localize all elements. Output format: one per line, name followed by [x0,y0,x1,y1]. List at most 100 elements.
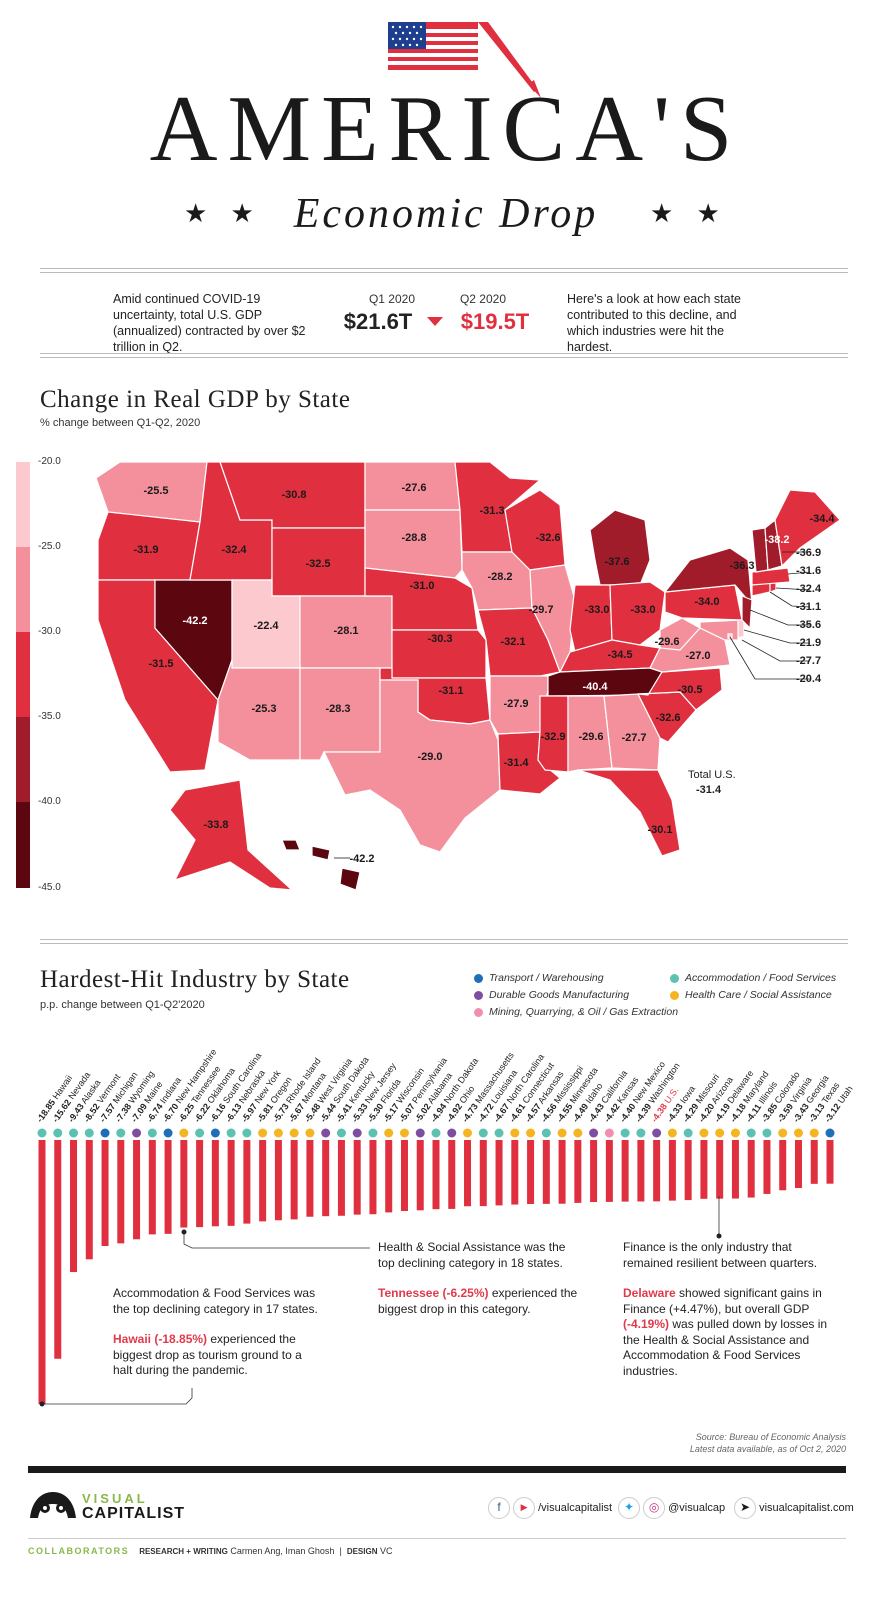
website-text[interactable]: visualcapitalist.com [759,1501,854,1514]
bar-rhode-island [274,1140,282,1221]
q2-value: $19.5T [460,309,530,334]
latest-data-text: Latest data available, as of Oct 2, 2020 [689,1444,846,1454]
industry-dot [116,1128,126,1138]
label-tn: -40.4 [582,681,608,693]
state-dc [727,633,733,639]
annotation-lines [39,1196,722,1407]
state-hi [311,845,331,861]
legend-label: Durable Goods Manufacturing [489,989,630,1001]
label-hi: -42.2 [349,853,374,865]
divider-top [40,268,848,273]
scale-band [16,632,30,717]
state-fl [577,769,681,857]
subtitle: Economic Drop [293,191,599,237]
industry-dot [683,1128,693,1138]
industry-dot [69,1128,79,1138]
scale-tick: -25.0 [38,541,61,552]
label-il: -29.7 [528,604,553,616]
legend-health: Health Care / Social Assistance [670,989,832,1001]
bar-delaware [716,1140,724,1199]
state-ny [663,547,753,607]
legend-label: Transport / Warehousing [489,972,604,984]
bar-montana [290,1140,298,1220]
label-oh: -33.0 [630,604,655,616]
bar-new-jersey [353,1140,361,1215]
ne-callout: -27.7 [796,655,822,667]
industry-dot [494,1128,504,1138]
label-ne: -31.0 [409,580,434,592]
industry-dot [463,1128,473,1138]
bar-west-virginia [306,1140,314,1217]
total-us-label: Total U.S. [688,769,736,781]
label-nd: -27.6 [401,482,426,494]
industry-dot [762,1128,772,1138]
twitter-icon[interactable]: ✦ [618,1497,640,1519]
separator: | [339,1546,342,1556]
industry-dot [793,1128,803,1138]
bar-south-dakota [322,1140,330,1217]
bar-kentucky [337,1140,345,1216]
legend-dot [474,990,483,1000]
industry-dot [132,1128,142,1138]
label-sc: -32.6 [655,712,680,724]
social-tw-ig[interactable]: ✦ ◎ @visualcap [618,1497,725,1519]
industry-dot [825,1128,835,1138]
note-fin-state: Delaware [623,1286,676,1300]
youtube-icon[interactable]: ▶ [513,1497,536,1519]
social-handle-tw[interactable]: @visualcap [668,1501,726,1514]
us-map: -25.5 -30.8 -27.6 -31.3 -31.9 -32.4 -32.… [95,461,841,891]
instagram-icon[interactable]: ◎ [643,1497,666,1519]
state-ak [169,779,294,891]
bar-maine [133,1140,141,1240]
summary-right-text: Here's a look at how each state contribu… [567,292,742,354]
legend-label: Mining, Quarrying, & Oil / Gas Extractio… [489,1006,679,1018]
scale-tick: -40.0 [38,796,61,807]
industry-dot [573,1128,583,1138]
research-label: RESEARCH + WRITING [139,1547,228,1556]
industry-dot [399,1128,409,1138]
bar-washington [637,1140,645,1202]
bar-new-hampshire [164,1140,172,1234]
label-ms: -32.9 [540,731,565,743]
industry-dot [163,1128,173,1138]
collab-label: COLLABORATORS [28,1546,130,1556]
label-ia: -28.2 [487,571,512,583]
note-fin-mid: showed significant gains in Finance (+4.… [623,1286,822,1316]
bar-new-york [243,1140,251,1224]
industry-dot [636,1128,646,1138]
scale-band [16,802,30,888]
label-mn: -31.3 [479,505,504,517]
summary-left-text: Amid continued COVID-19 uncertainty, tot… [113,292,306,354]
website-link[interactable]: ➤ visualcapitalist.com [734,1497,854,1519]
label-me: -34.4 [809,513,835,525]
divider-mid [40,939,848,944]
industry-dot [746,1128,756,1138]
social-handle-fb[interactable]: /visualcapitalist [538,1501,613,1514]
label-al: -29.6 [578,731,603,743]
industry-dot [809,1128,819,1138]
state-ma [751,567,791,586]
research-names: Carmen Ang, Iman Ghosh [230,1546,335,1556]
bar-massachusetts [464,1140,472,1207]
right-stars: ★ ★ [650,198,728,228]
brand-top: VISUAL [82,1491,148,1506]
state-hi [281,839,301,851]
industry-dot [415,1128,425,1138]
note-acc-2: Hawaii (-18.85%) experienced the biggest… [113,1332,318,1379]
bar-michigan [101,1140,109,1247]
industry-dot [510,1128,520,1138]
map-section-title: Change in Real GDP by State [40,386,351,413]
industry-dot [778,1128,788,1138]
facebook-icon[interactable]: f [488,1497,510,1519]
label-wi: -32.6 [535,532,560,544]
industry-dot [557,1128,567,1138]
bar-pennsylvania [400,1140,408,1212]
bar-north-dakota [432,1140,440,1210]
ne-callout: -31.1 [796,601,822,613]
social-fb-yt[interactable]: f ▶ /visualcapitalist [488,1497,612,1519]
bar-mississippi [542,1140,550,1204]
cursor-icon[interactable]: ➤ [734,1497,756,1519]
legend-mining: Mining, Quarrying, & Oil / Gas Extractio… [474,1006,678,1018]
label-ny: -36.3 [729,560,754,572]
industry-dot [368,1128,378,1138]
